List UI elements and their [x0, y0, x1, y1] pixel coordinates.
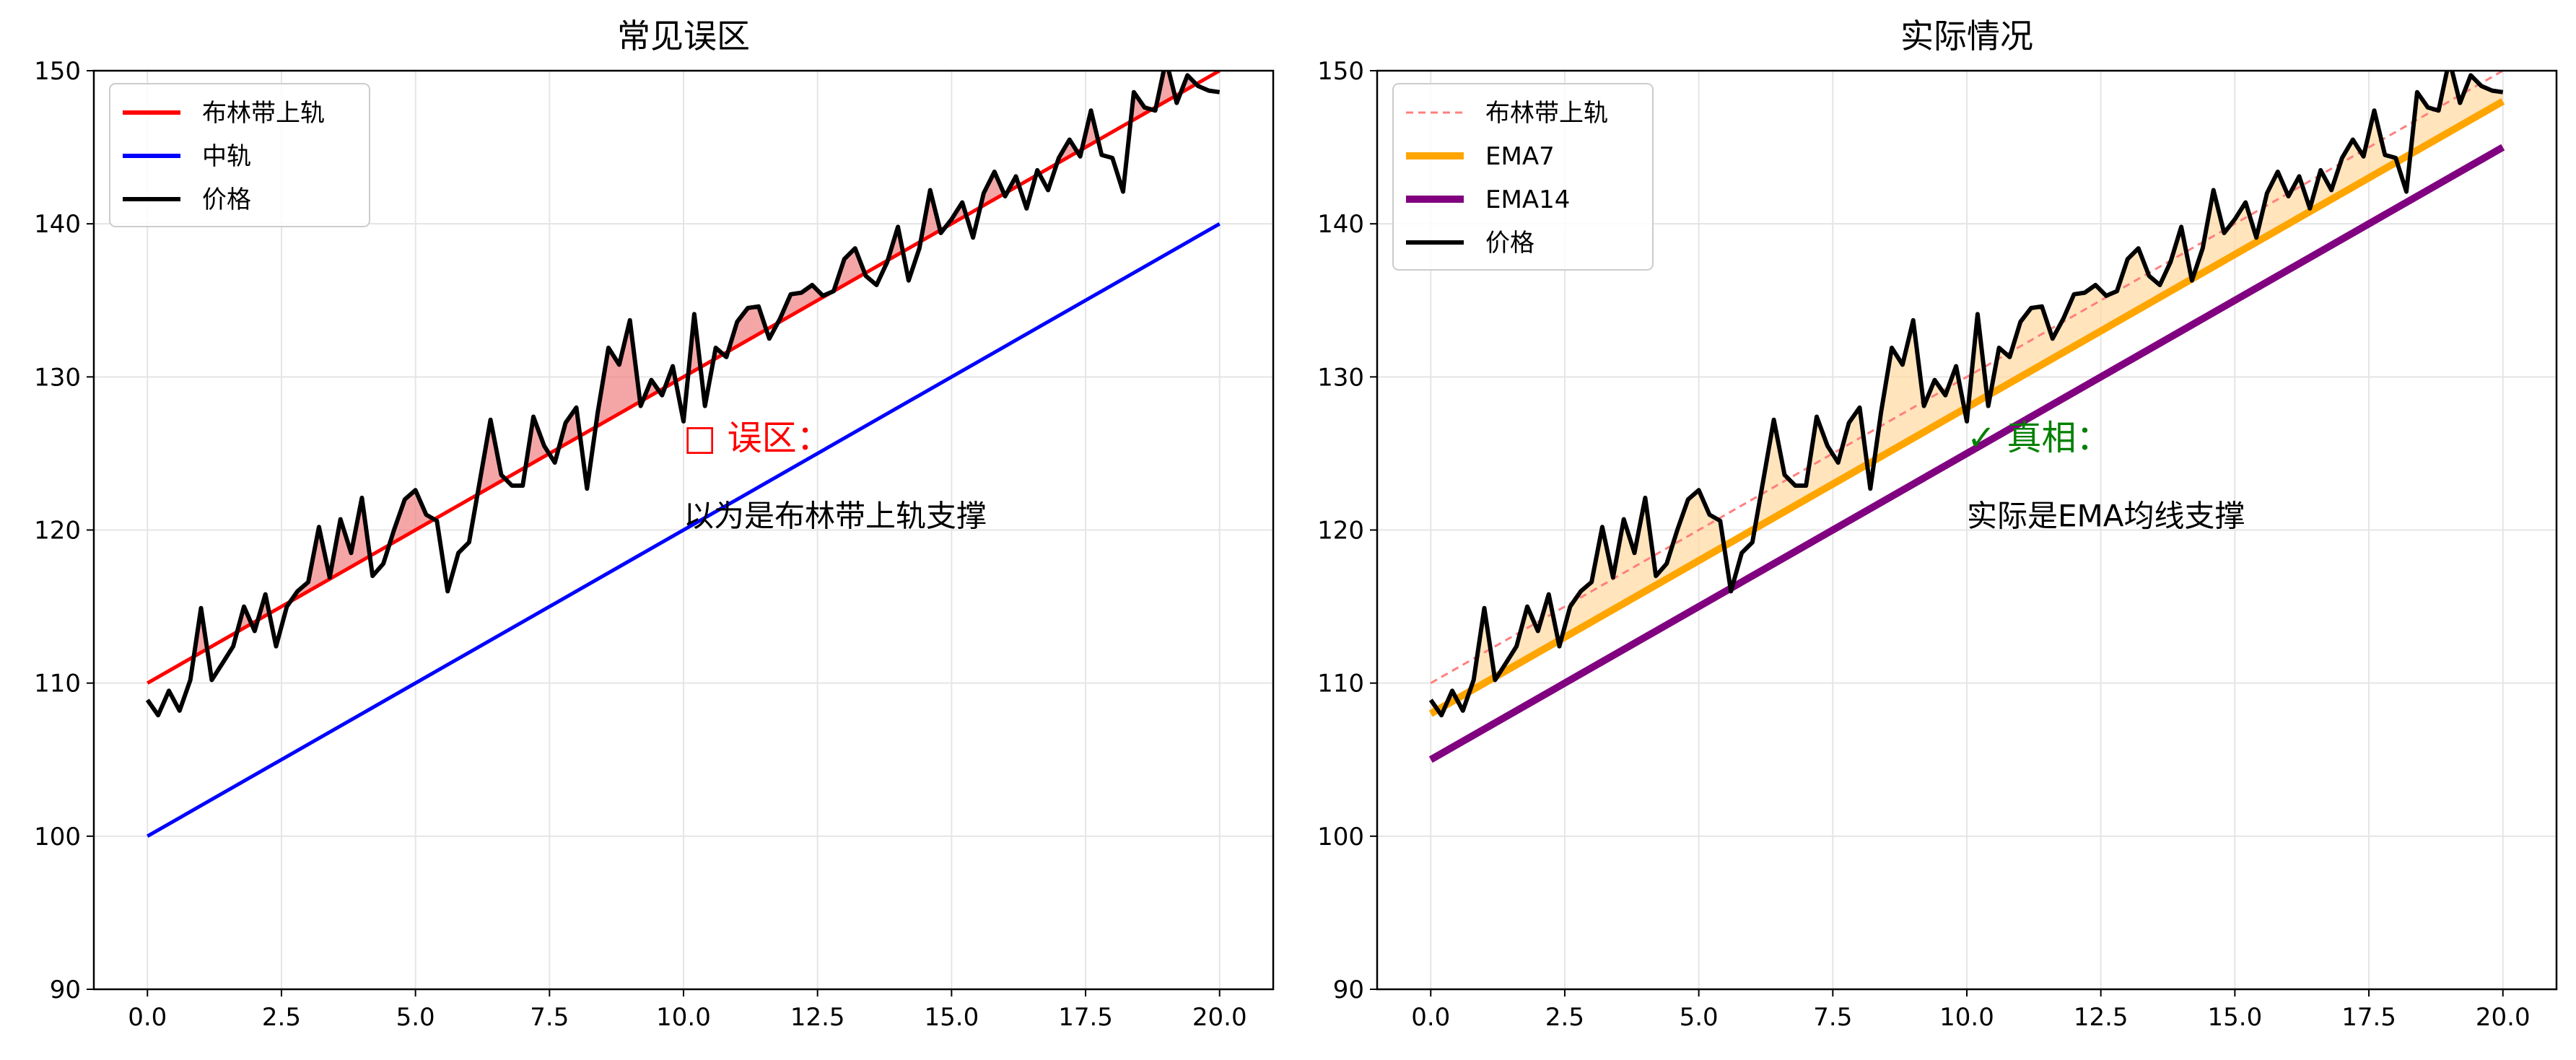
- chart-title: 常见误区: [617, 17, 750, 56]
- x-tick-label: 15.0: [925, 1003, 979, 1032]
- y-tick-label: 110: [34, 670, 81, 698]
- x-tick-label: 5.0: [396, 1003, 435, 1032]
- legend-label: EMA14: [1485, 185, 1570, 214]
- annotation-heading: □ 误区：: [684, 418, 831, 458]
- plot-area: [145, 71, 1221, 838]
- fill-region: [1130, 92, 1152, 122]
- y-tick-label: 110: [1317, 670, 1364, 698]
- panel-misconception: 0.0 2.5 5.0 7.5 10.0 12.5 15.0 17.5 20.0 90 100 110…: [34, 17, 1275, 1032]
- x-tick-label: 12.5: [790, 1003, 845, 1032]
- y-tick-label: 120: [1317, 517, 1364, 546]
- legend-box: [1392, 83, 1654, 271]
- x-tick-label: 17.5: [1058, 1003, 1113, 1032]
- fill-region: [595, 320, 640, 427]
- panel-reality: 0.0 2.5 5.0 7.5 10.0 12.5 15.0 17.5 20.0 90 100 110…: [1317, 17, 2558, 1032]
- plot-area: [1428, 71, 2505, 763]
- legend-label: 布林带上轨: [1485, 99, 1608, 128]
- x-tick-label: 2.5: [262, 1003, 301, 1032]
- x-tick-label: 15.0: [2208, 1003, 2263, 1032]
- annotation-text: 实际是EMA均线支撑: [1967, 498, 2245, 533]
- x-tick-label: 10.0: [656, 1003, 711, 1032]
- chart-title: 实际情况: [1900, 17, 2033, 56]
- fill-region: [1755, 407, 1867, 529]
- legend-label: 中轨: [202, 142, 251, 171]
- fill-region: [389, 490, 435, 546]
- fill-region: [1561, 490, 1724, 639]
- legend-box: [109, 83, 370, 227]
- fill-region: [728, 306, 767, 351]
- x-tick-label: 20.0: [1192, 1003, 1247, 1032]
- fill-region: [1968, 314, 1988, 407]
- x-tick-label: 17.5: [2341, 1003, 2396, 1032]
- x-tick-label: 5.0: [1680, 1003, 1719, 1032]
- y-tick-label: 100: [34, 823, 81, 851]
- fill-region: [2410, 71, 2503, 154]
- legend-label: EMA7: [1485, 142, 1555, 171]
- series-line: [1430, 71, 2504, 684]
- legend-label: 价格: [202, 185, 251, 214]
- x-tick-label: 2.5: [1545, 1003, 1584, 1032]
- legend-label: 布林带上轨: [202, 99, 325, 128]
- y-tick-label: 100: [1317, 823, 1364, 851]
- y-tick-label: 90: [1333, 976, 1364, 1004]
- y-tick-label: 140: [1317, 210, 1364, 239]
- y-tick-label: 90: [50, 976, 81, 1004]
- y-tick-label: 140: [34, 210, 81, 239]
- fill-region: [920, 190, 940, 242]
- x-tick-label: 0.0: [1411, 1003, 1450, 1032]
- price-line: [145, 71, 1221, 718]
- series-line: [147, 222, 1221, 838]
- x-tick-label: 10.0: [1939, 1003, 1994, 1032]
- series-line: [1428, 144, 2505, 763]
- fill-region: [1990, 227, 2192, 394]
- legend-label: 价格: [1485, 229, 1534, 258]
- price-line: [1428, 71, 2504, 718]
- x-tick-label: 7.5: [530, 1003, 569, 1032]
- y-tick-label: 130: [34, 363, 81, 392]
- y-tick-label: 150: [34, 57, 81, 86]
- x-tick-label: 20.0: [2476, 1003, 2531, 1032]
- x-tick-label: 7.5: [1813, 1003, 1852, 1032]
- annotation-text: 以为是布林带上轨支撑: [684, 498, 987, 533]
- fill-region: [477, 419, 505, 495]
- annotation-heading: ✓ 真相：: [1967, 418, 2110, 458]
- y-tick-label: 130: [1317, 363, 1364, 392]
- x-tick-label: 0.0: [128, 1003, 167, 1032]
- x-tick-label: 12.5: [2074, 1003, 2129, 1032]
- y-tick-label: 150: [1317, 57, 1364, 86]
- fill-region: [1874, 320, 1965, 460]
- y-tick-label: 120: [34, 517, 81, 546]
